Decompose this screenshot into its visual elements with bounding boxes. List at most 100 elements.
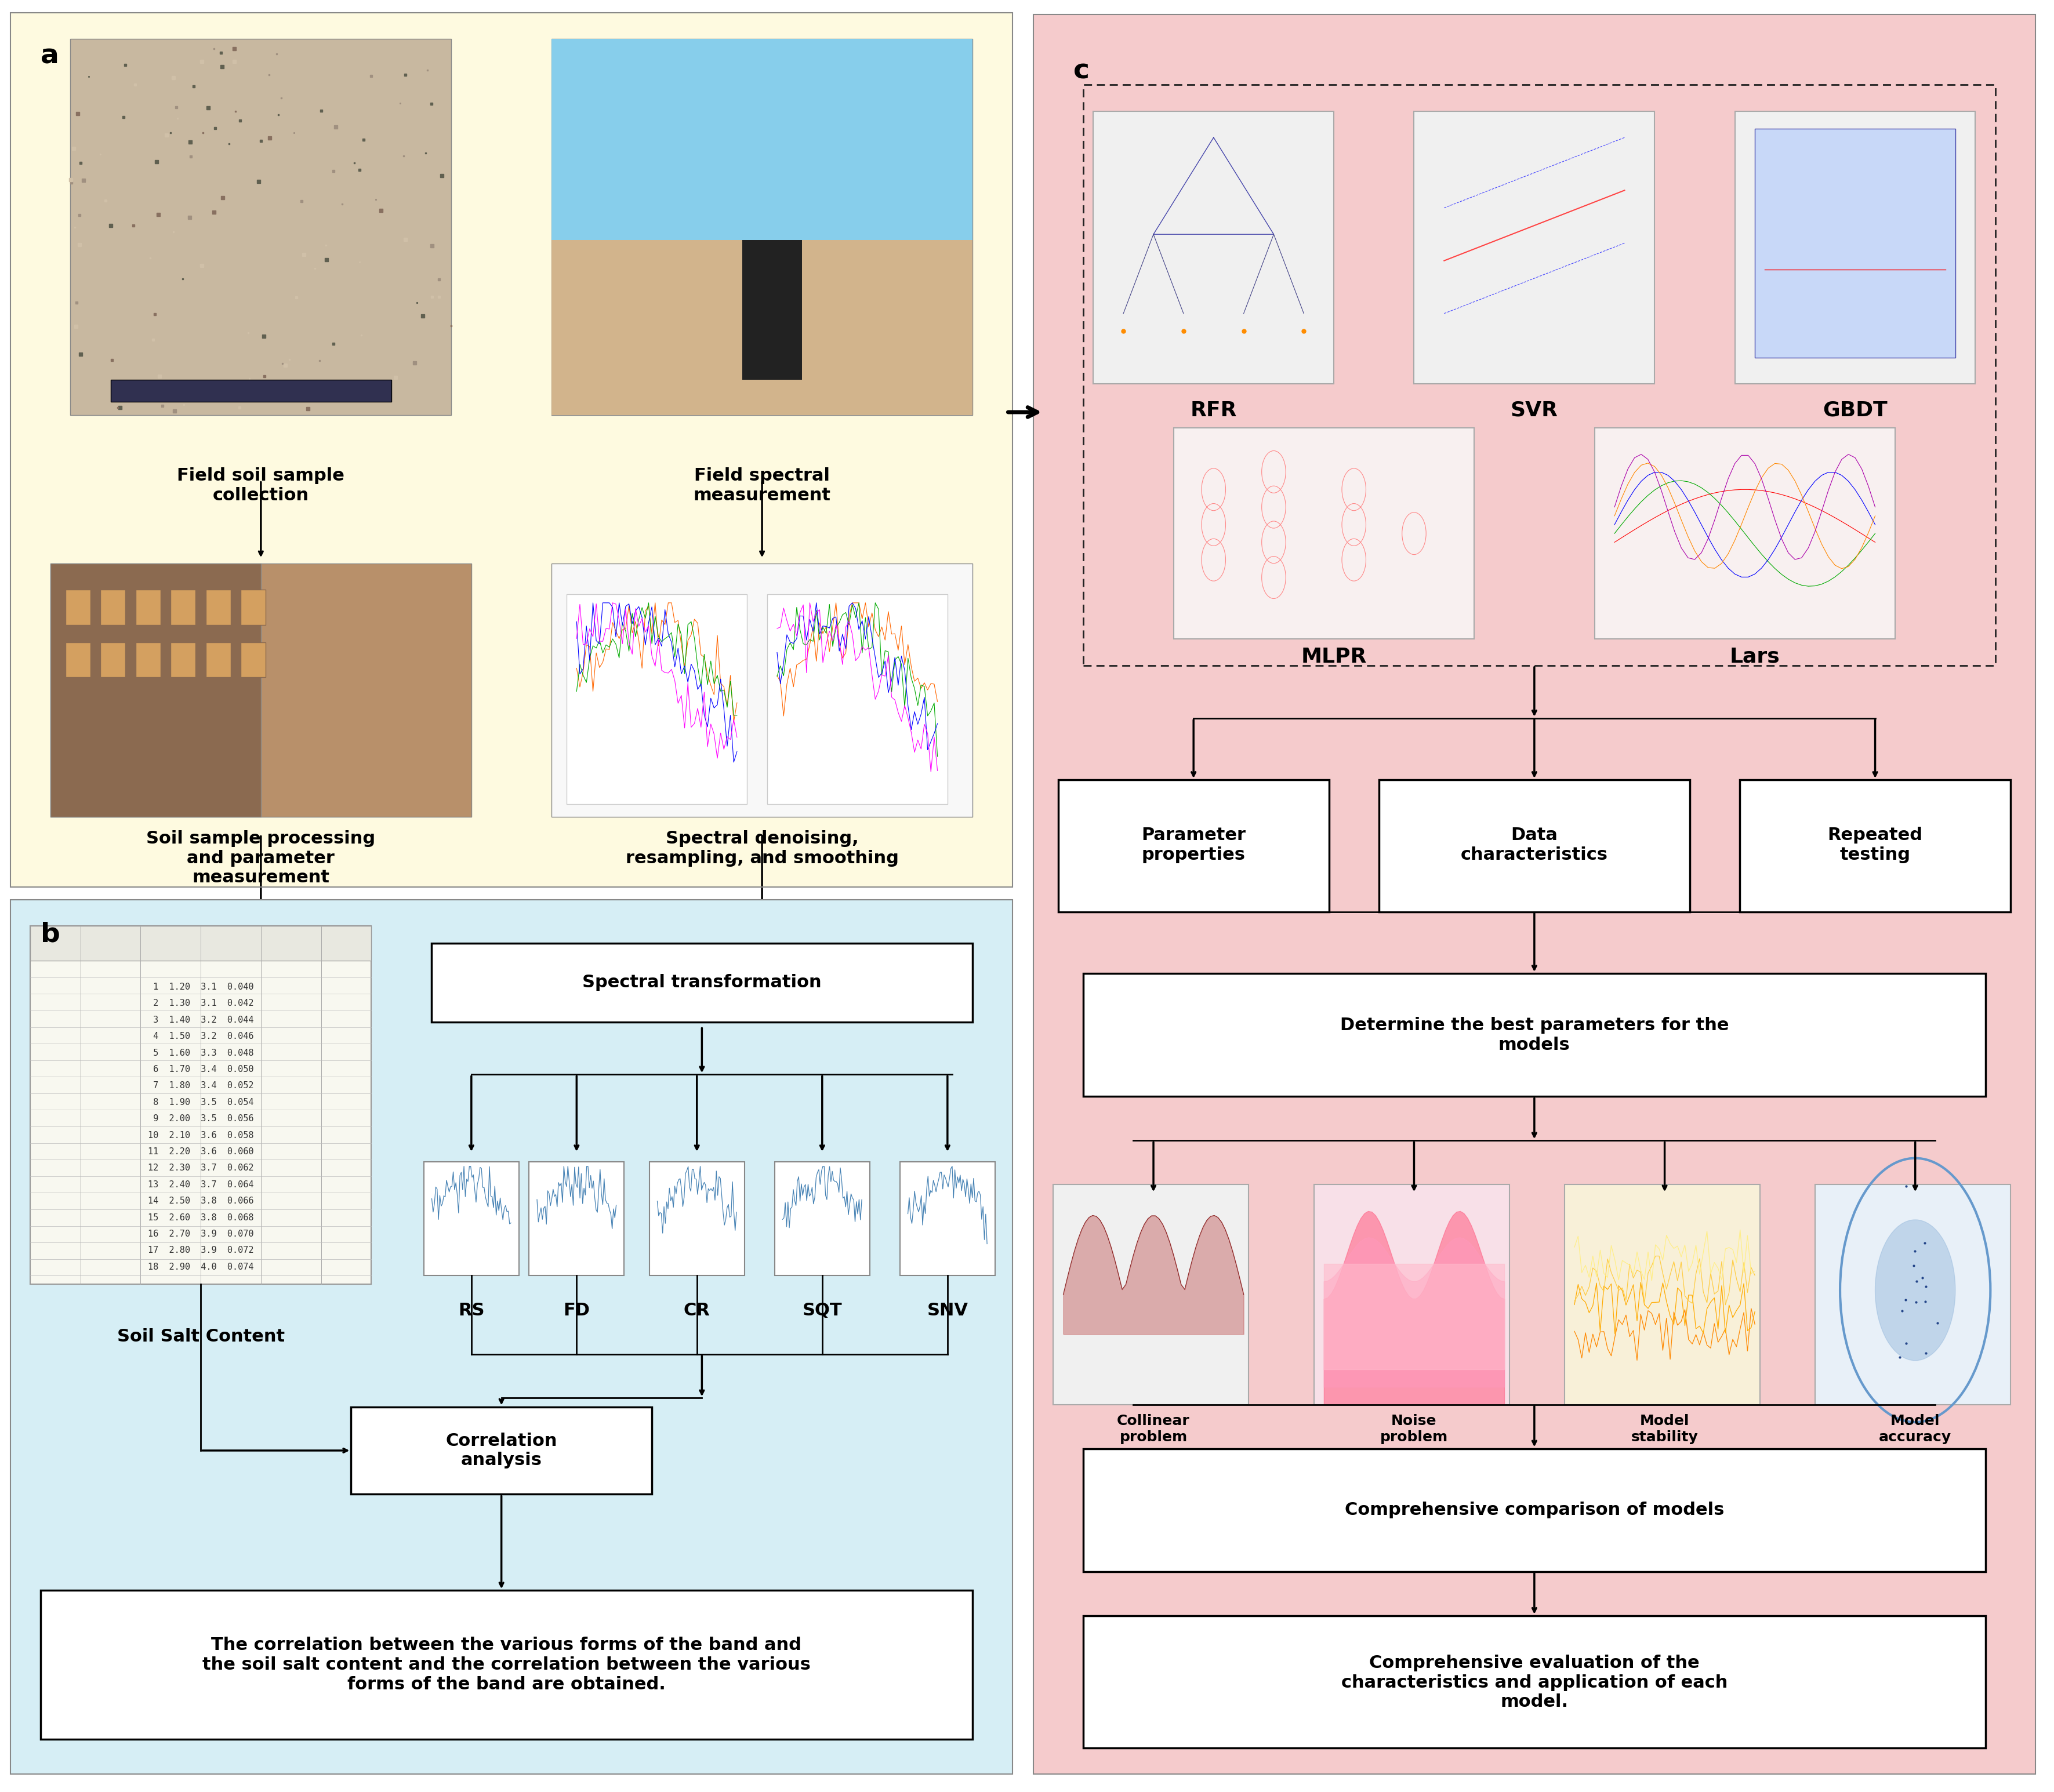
Text: 9  2.00  3.5  0.056: 9 2.00 3.5 0.056 (148, 1115, 253, 1124)
Bar (1082, 84, 1994, 665)
Text: RS: RS (458, 1303, 485, 1319)
Text: SVR: SVR (1510, 400, 1559, 419)
Bar (553, 563, 972, 817)
Bar (240, 642, 265, 677)
Bar (41, 1591, 972, 1738)
Bar (1082, 1616, 1986, 1747)
Text: Model
accuracy: Model accuracy (1879, 1414, 1951, 1444)
Text: Field soil sample
collection: Field soil sample collection (177, 468, 345, 504)
Bar (553, 240, 972, 414)
Bar (51, 563, 261, 817)
Bar (1058, 780, 1329, 912)
Bar (51, 563, 470, 817)
Text: 17  2.80  3.9  0.072: 17 2.80 3.9 0.072 (148, 1245, 253, 1254)
Text: MLPR: MLPR (1300, 647, 1366, 667)
Text: 15  2.60  3.8  0.068: 15 2.60 3.8 0.068 (148, 1213, 253, 1222)
Text: a: a (41, 43, 60, 70)
Text: 5  1.60  3.3  0.048: 5 1.60 3.3 0.048 (148, 1048, 253, 1057)
Text: Spectral transformation: Spectral transformation (581, 975, 822, 991)
Text: Correlation
analysis: Correlation analysis (446, 1432, 557, 1469)
Text: 13  2.40  3.7  0.064: 13 2.40 3.7 0.064 (148, 1181, 253, 1188)
Text: 18  2.90  4.0  0.074: 18 2.90 4.0 0.074 (148, 1263, 253, 1271)
Text: 4  1.50  3.2  0.046: 4 1.50 3.2 0.046 (148, 1032, 253, 1041)
Text: 2  1.30  3.1  0.042: 2 1.30 3.1 0.042 (148, 1000, 253, 1007)
Text: Lars: Lars (1729, 647, 1781, 667)
Bar (1740, 780, 2011, 912)
Text: Model
stability: Model stability (1631, 1414, 1699, 1444)
Text: Parameter
properties: Parameter properties (1142, 826, 1245, 864)
Text: SQT: SQT (803, 1303, 842, 1319)
Bar (136, 642, 160, 677)
Bar (766, 595, 947, 805)
Text: The correlation between the various forms of the band and
the soil salt content : The correlation between the various form… (201, 1636, 811, 1693)
Text: CR: CR (684, 1303, 711, 1319)
Bar (774, 1161, 869, 1276)
Bar (1594, 428, 1896, 640)
Bar (170, 642, 195, 677)
Bar (553, 39, 972, 414)
Text: 3  1.40  3.2  0.044: 3 1.40 3.2 0.044 (148, 1016, 253, 1025)
Bar (101, 642, 125, 677)
Text: 12  2.30  3.7  0.062: 12 2.30 3.7 0.062 (148, 1163, 253, 1172)
Text: FD: FD (563, 1303, 589, 1319)
Bar (423, 1161, 520, 1276)
Text: 11  2.20  3.6  0.060: 11 2.20 3.6 0.060 (148, 1147, 253, 1156)
Bar (1816, 1185, 2011, 1405)
Bar (1565, 1185, 1760, 1405)
Text: Determine the best parameters for the
models: Determine the best parameters for the mo… (1339, 1016, 1729, 1054)
Text: 7  1.80  3.4  0.052: 7 1.80 3.4 0.052 (148, 1081, 253, 1090)
Text: Soil sample processing
and parameter
measurement: Soil sample processing and parameter mea… (146, 830, 376, 885)
Text: SNV: SNV (926, 1303, 967, 1319)
Bar (530, 1161, 624, 1276)
Bar (136, 590, 160, 625)
Bar (1093, 111, 1333, 383)
Bar (205, 590, 230, 625)
Bar (70, 39, 452, 414)
Text: Data
characteristics: Data characteristics (1460, 826, 1608, 864)
Bar (101, 590, 125, 625)
Bar (1082, 973, 1986, 1097)
Bar (351, 1407, 651, 1495)
Text: Soil Salt Content: Soil Salt Content (117, 1328, 286, 1346)
Bar (31, 926, 372, 961)
Bar (741, 240, 803, 380)
Bar (553, 39, 972, 258)
Bar (567, 595, 748, 805)
Text: GBDT: GBDT (1822, 400, 1888, 419)
Bar (1413, 111, 1656, 383)
Text: 10  2.10  3.6  0.058: 10 2.10 3.6 0.058 (148, 1131, 253, 1140)
Text: Comprehensive comparison of models: Comprehensive comparison of models (1345, 1502, 1723, 1518)
Text: RFR: RFR (1189, 400, 1237, 419)
Circle shape (1875, 1220, 1955, 1360)
Bar (1082, 1448, 1986, 1572)
Text: Collinear
problem: Collinear problem (1117, 1414, 1189, 1444)
Bar (431, 943, 972, 1021)
Bar (1736, 111, 1976, 383)
Text: c: c (1074, 59, 1089, 84)
Text: Repeated
testing: Repeated testing (1828, 826, 1923, 864)
Text: 1  1.20  3.1  0.040: 1 1.20 3.1 0.040 (148, 982, 253, 991)
Bar (900, 1161, 994, 1276)
Bar (66, 590, 90, 625)
Bar (1315, 1185, 1510, 1405)
Bar (66, 642, 90, 677)
Bar (1173, 428, 1475, 640)
Bar (1054, 1185, 1249, 1405)
Bar (205, 642, 230, 677)
Text: 16  2.70  3.9  0.070: 16 2.70 3.9 0.070 (148, 1229, 253, 1238)
Bar (170, 590, 195, 625)
Text: 6  1.70  3.4  0.050: 6 1.70 3.4 0.050 (148, 1064, 253, 1073)
Bar (1754, 129, 1955, 357)
Text: Comprehensive evaluation of the
characteristics and application of each
model.: Comprehensive evaluation of the characte… (1341, 1654, 1727, 1710)
Bar (240, 590, 265, 625)
Text: Spectral denoising,
resampling, and smoothing: Spectral denoising, resampling, and smoo… (626, 830, 898, 867)
Bar (649, 1161, 744, 1276)
Bar (31, 926, 372, 1285)
Bar (111, 380, 390, 401)
Text: Field spectral
measurement: Field spectral measurement (694, 468, 830, 504)
Bar (1378, 780, 1690, 912)
Text: 8  1.90  3.5  0.054: 8 1.90 3.5 0.054 (148, 1098, 253, 1107)
Text: 14  2.50  3.8  0.066: 14 2.50 3.8 0.066 (148, 1197, 253, 1206)
Text: b: b (41, 921, 60, 948)
Text: Noise
problem: Noise problem (1380, 1414, 1448, 1444)
